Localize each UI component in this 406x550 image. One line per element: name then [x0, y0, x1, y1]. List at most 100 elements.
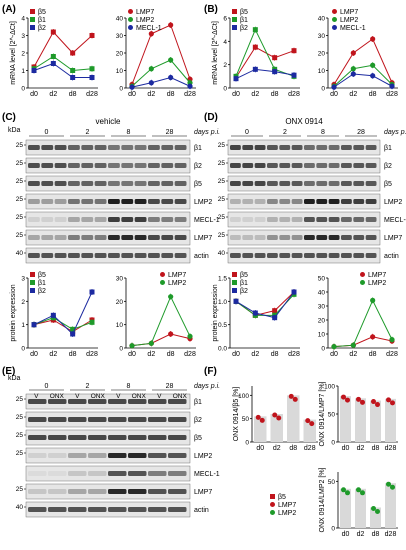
- y-tick-label: 20: [116, 299, 124, 306]
- series-line-LMP2: [131, 59, 191, 87]
- band: [230, 199, 241, 204]
- band: [54, 163, 67, 168]
- band: [148, 399, 167, 404]
- bar-point: [356, 396, 361, 402]
- y-tick-label: 10: [318, 332, 326, 339]
- data-point-LMP7: [370, 36, 376, 42]
- legend-label: LMP2: [278, 510, 296, 517]
- band: [328, 235, 340, 240]
- band: [365, 253, 377, 258]
- band: [28, 145, 40, 150]
- blot-title: vehicle: [96, 117, 121, 126]
- lane-label: ONX: [50, 393, 65, 400]
- band: [353, 235, 365, 240]
- band: [54, 145, 67, 150]
- x-tick-label: d2: [49, 351, 57, 358]
- band: [88, 507, 107, 512]
- marker-label: 25: [16, 214, 24, 221]
- band: [94, 181, 107, 186]
- band-label: β5: [194, 435, 202, 442]
- x-tick-label: d2: [49, 91, 57, 98]
- band: [68, 253, 80, 258]
- band: [230, 217, 241, 222]
- band: [121, 181, 134, 186]
- band-label: MECL-1: [384, 217, 406, 224]
- data-point-LMP2: [350, 342, 356, 348]
- x-tick-label: d28: [86, 351, 98, 358]
- legend-label: MECL-1: [340, 25, 366, 32]
- panel-label-A: (A): [2, 4, 16, 15]
- band: [81, 235, 94, 240]
- legend-label: LMP2: [340, 17, 358, 24]
- band: [134, 181, 147, 186]
- y-axis-title: mRNA level [2^-ΔCt]: [212, 21, 219, 85]
- bar-point: [375, 402, 380, 408]
- x-tick-label: d8: [372, 445, 380, 452]
- series-line-β2: [235, 68, 295, 80]
- data-point-LMP2: [350, 66, 356, 72]
- band: [68, 507, 87, 512]
- band: [48, 507, 67, 512]
- timepoint-label: 28: [166, 383, 174, 390]
- band: [81, 253, 94, 258]
- band: [174, 217, 187, 222]
- bar-point: [276, 415, 282, 421]
- y-tick-label: 30: [318, 304, 326, 311]
- data-point-β2: [31, 322, 37, 328]
- x-tick-label: d28: [385, 445, 397, 452]
- band: [68, 471, 87, 476]
- band: [242, 181, 254, 186]
- band-label: β2: [384, 163, 392, 170]
- y-tick-label: 1: [21, 68, 25, 75]
- band: [108, 235, 120, 240]
- band-label: actin: [194, 507, 209, 514]
- bar-point: [390, 400, 395, 406]
- x-tick-label: d2: [251, 91, 259, 98]
- data-point-β2: [50, 61, 56, 66]
- legend-label: β5: [240, 9, 248, 16]
- band: [254, 235, 266, 240]
- series-line-LMP7: [333, 38, 393, 85]
- band: [267, 163, 278, 168]
- band: [108, 181, 120, 186]
- bar-point: [386, 481, 391, 487]
- band: [328, 217, 340, 222]
- band: [230, 235, 241, 240]
- y-tick-label: 40: [318, 16, 326, 23]
- band: [54, 181, 67, 186]
- x-tick-label: d0: [232, 351, 240, 358]
- y-axis-title: mRNA level [2^-ΔCt]: [10, 21, 17, 85]
- band: [28, 235, 40, 240]
- x-tick-label: d0: [330, 91, 338, 98]
- data-point-β2: [252, 66, 258, 72]
- band: [161, 163, 174, 168]
- band: [304, 217, 315, 222]
- band: [148, 217, 160, 222]
- band: [174, 199, 187, 204]
- band: [148, 417, 167, 422]
- data-point-LMP2: [370, 62, 376, 68]
- bar-point: [386, 397, 391, 403]
- x-tick-label: d2: [357, 445, 365, 452]
- band: [28, 217, 40, 222]
- data-point-β5: [272, 55, 278, 61]
- y-tick-label: 40: [318, 290, 326, 297]
- band: [81, 181, 94, 186]
- data-point-MECL-1: [389, 83, 395, 89]
- band: [254, 163, 266, 168]
- legend-marker: [30, 17, 35, 22]
- band: [68, 435, 87, 440]
- band: [168, 453, 187, 458]
- band-label: β5: [194, 181, 202, 188]
- band-label: β2: [194, 163, 202, 170]
- y-tick-label: 2: [21, 51, 25, 58]
- band: [68, 181, 80, 186]
- marker-label: 40: [16, 504, 24, 511]
- data-point-β1: [70, 68, 76, 73]
- band: [365, 199, 377, 204]
- series-line-LMP2: [333, 64, 393, 87]
- legend-marker: [30, 280, 35, 285]
- band: [41, 235, 54, 240]
- band: [48, 471, 67, 476]
- blot-title: ONX 0914: [285, 117, 323, 126]
